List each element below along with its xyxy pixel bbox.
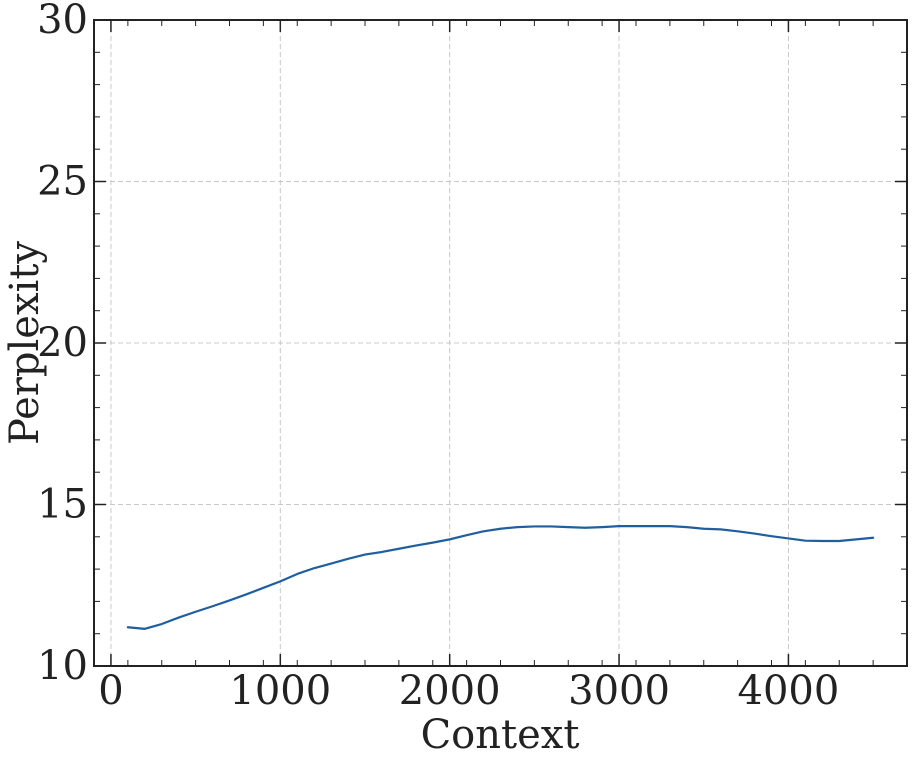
series-layer (126, 525, 875, 630)
y-axis-label: Perplexity (2, 241, 48, 445)
y-tick-label: 15 (37, 482, 88, 528)
x-tick-label: 2000 (399, 668, 501, 714)
y-tick-label: 20 (37, 320, 88, 366)
y-tick-label: 30 (37, 0, 88, 43)
x-tick-label: 3000 (568, 668, 670, 714)
x-tick-label: 0 (98, 668, 123, 714)
plot-frame (93, 19, 908, 667)
y-tick-label: 10 (37, 643, 88, 689)
x-tick-label: 1000 (229, 668, 331, 714)
plot-background (94, 20, 907, 666)
grid (94, 19, 907, 667)
x-axis-label: Context (421, 712, 580, 758)
series-line (126, 525, 875, 630)
tick-labels: 0 1000 2000 3000 4000 10 15 20 25 30 (37, 0, 839, 714)
y-tick-label: 25 (37, 159, 88, 205)
x-tick-label: 4000 (738, 668, 840, 714)
